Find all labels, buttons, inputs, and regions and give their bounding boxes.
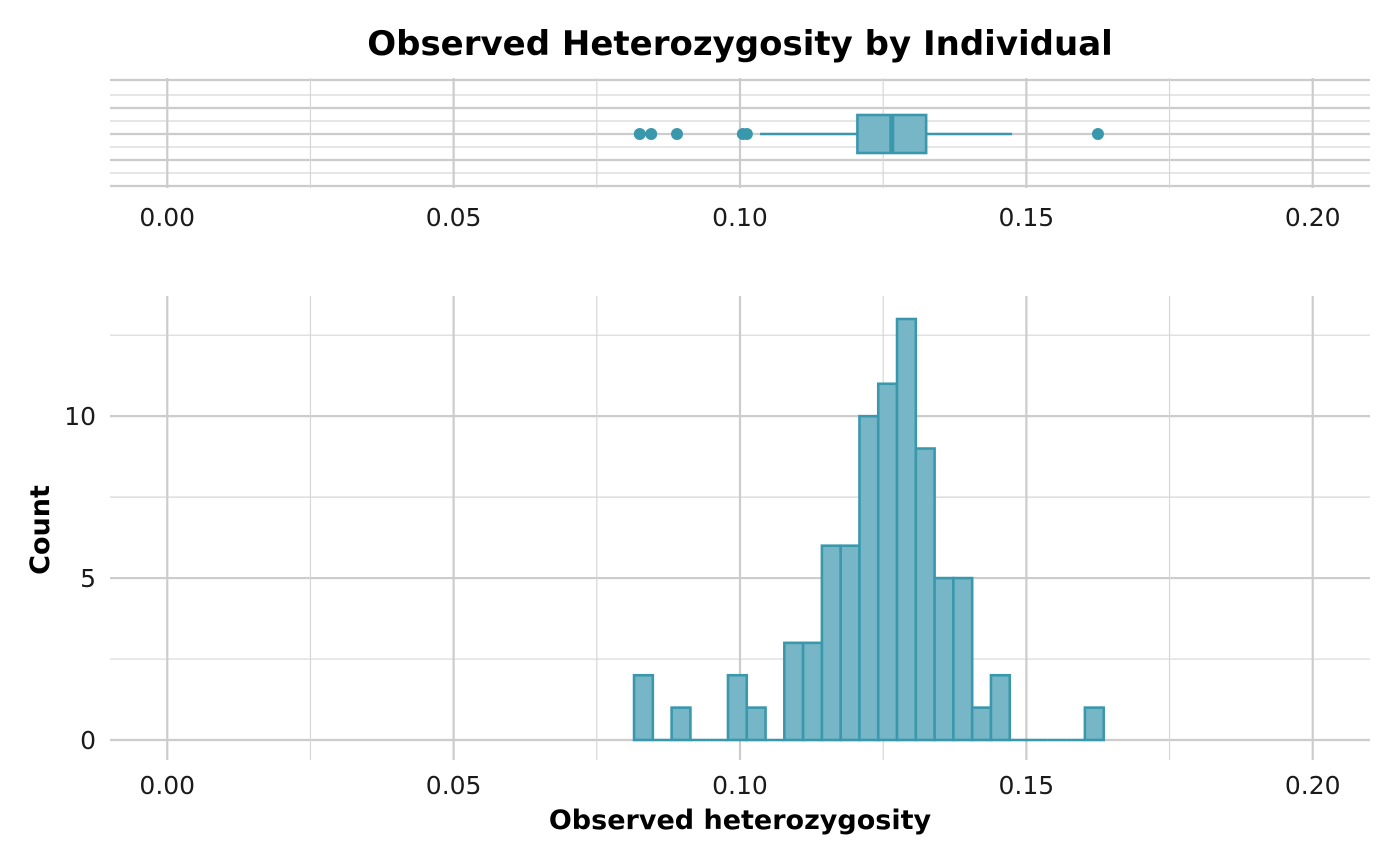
x-axis-label: Observed heterozygosity [549, 805, 932, 836]
hist-y-tick-label: 10 [64, 402, 96, 431]
outlier-point [645, 128, 658, 140]
histogram-bar [952, 576, 974, 742]
chart-title: Observed Heterozygosity by Individual [367, 24, 1113, 64]
histogram-bar [914, 447, 936, 742]
histogram-bar [801, 641, 824, 742]
histogram-bar [670, 706, 692, 742]
histogram-bar [858, 414, 880, 742]
histogram-panel: 0.00 0.05 0.10 0.15 0.20 0 5 10 [64, 296, 1370, 800]
outlier-point [671, 128, 683, 140]
histogram-bar [895, 317, 918, 742]
hist-y-tick-label: 0 [80, 726, 96, 755]
y-axis-label: Count [25, 485, 56, 575]
hist-x-tick-label: 0.10 [712, 771, 768, 800]
histogram-bar [839, 544, 861, 742]
histogram-bar [876, 382, 899, 742]
top-x-tick-label: 0.15 [999, 203, 1055, 232]
hist-y-tick-label: 5 [80, 564, 96, 593]
histogram-bar [933, 576, 955, 742]
outlier-point [633, 128, 646, 140]
hist-x-tick-label: 0.05 [426, 771, 482, 800]
outlier-point [1091, 128, 1104, 140]
histogram-bar [820, 544, 842, 742]
top-x-tick-label: 0.20 [1285, 203, 1341, 232]
histogram-bar [783, 641, 805, 742]
hist-x-tick-label: 0.15 [999, 771, 1055, 800]
top-x-tick-label: 0.05 [426, 203, 482, 232]
histogram-bar [970, 706, 993, 742]
histogram-bar [989, 673, 1012, 742]
top-x-tick-label: 0.00 [139, 203, 195, 232]
hist-x-tick-label: 0.20 [1285, 771, 1341, 800]
histogram-bar [632, 673, 655, 742]
boxplot-panel: 0.00 0.05 0.10 0.15 0.20 [110, 78, 1370, 232]
histogram-bar [1083, 706, 1105, 742]
histogram-bar [745, 706, 767, 742]
outlier-point [740, 128, 753, 140]
top-x-tick-label: 0.10 [712, 203, 768, 232]
histogram-bar [726, 673, 749, 742]
hist-x-tick-label: 0.00 [139, 771, 195, 800]
